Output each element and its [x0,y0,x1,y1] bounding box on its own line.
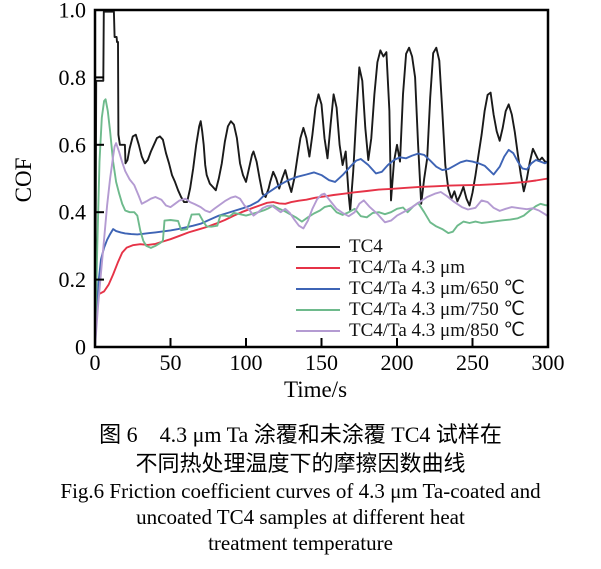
x-tick-label: 250 [456,350,489,375]
legend-label: TC4/Ta 4.3 μm/650 ℃ [349,278,525,299]
legend-label: TC4/Ta 4.3 μm/750 ℃ [349,299,525,320]
legend-label: TC4 [349,236,383,257]
cof-chart: 0 50 100 150 200 250 300 0 0.2 0.4 0.6 0.8 1.0 Time/s… [11,0,565,402]
legend-line-swatch [296,329,340,332]
legend-line-swatch [296,308,340,311]
legend-line-swatch [296,266,340,269]
legend-item-tc4: TC4 [296,236,525,257]
y-tick-label: 0 [75,335,86,360]
series-line-0 [94,10,549,341]
series-line-1 [94,177,549,295]
series-line-4 [94,142,549,348]
legend-line-swatch [296,245,340,248]
caption-zh-line1: 图 6 4.3 μm Ta 涂覆和未涂覆 TC4 试样在 [99,422,502,447]
y-tick-label: 0.2 [59,267,87,292]
x-tick-label: 50 [160,350,182,375]
y-tick-label: 0.8 [59,65,87,90]
legend-item-850: TC4/Ta 4.3 μm/850 ℃ [296,320,525,341]
caption-en-line3: treatment temperature [208,531,393,555]
x-tick-label: 300 [532,350,565,375]
x-axis-title: Time/s [284,377,347,402]
x-tick-label: 150 [305,350,338,375]
y-tick-label: 0.6 [59,132,87,157]
figure-caption: 图 6 4.3 μm Ta 涂覆和未涂覆 TC4 试样在 不同热处理温度下的摩擦… [0,420,601,556]
chart-legend: TC4 TC4/Ta 4.3 μm TC4/Ta 4.3 μm/650 ℃ TC… [296,236,525,341]
caption-zh-line2: 不同热处理温度下的摩擦因数曲线 [135,451,466,476]
legend-line-swatch [296,287,340,290]
y-tick-label: 0.4 [59,200,87,225]
x-tick-label: 100 [230,350,263,375]
legend-item-750: TC4/Ta 4.3 μm/750 ℃ [296,299,525,320]
legend-item-ta43: TC4/Ta 4.3 μm [296,257,525,278]
legend-label: TC4/Ta 4.3 μm [349,257,465,278]
caption-en-line1: Fig.6 Friction coefficient curves of 4.3… [60,479,541,503]
y-tick-label: 1.0 [59,0,87,23]
x-tick-label: 0 [90,350,101,375]
legend-label: TC4/Ta 4.3 μm/850 ℃ [349,320,525,341]
caption-en-line2: uncoated TC4 samples at different heat [136,505,465,529]
x-tick-label: 200 [381,350,414,375]
y-axis-title: COF [11,158,36,203]
legend-item-650: TC4/Ta 4.3 μm/650 ℃ [296,278,525,299]
